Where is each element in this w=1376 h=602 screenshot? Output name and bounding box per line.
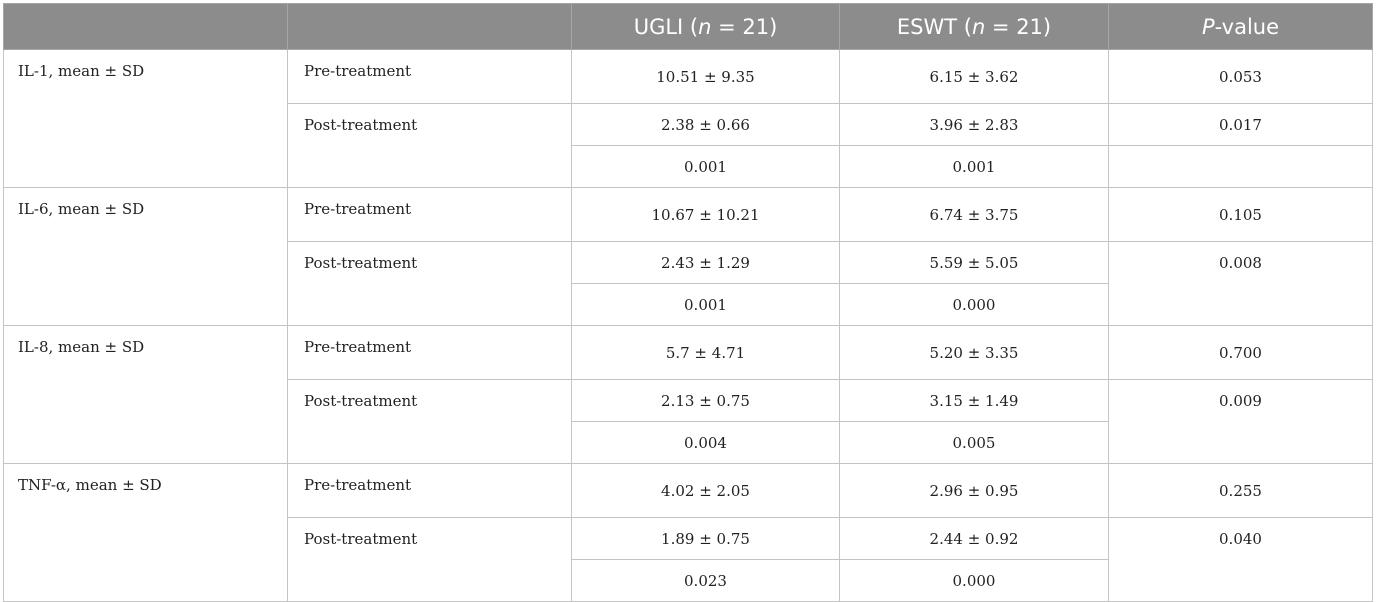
p-value: 0.040 <box>1108 517 1373 602</box>
table-body: IL-1, mean ± SD Pre-treatment 10.51 ± 9.… <box>3 49 1373 602</box>
header-blank-1 <box>3 3 288 50</box>
p-value: 0.009 <box>1108 379 1373 464</box>
ugli-within-p: 0.023 <box>571 559 840 602</box>
p-value: 0.700 <box>1108 325 1373 380</box>
ugli-within-p: 0.001 <box>571 283 840 326</box>
table-row: Post-treatment 2.38 ± 0.66 3.96 ± 2.83 0… <box>4 103 1373 188</box>
marker-label: TNF-α, mean ± SD <box>3 463 288 602</box>
ugli-value: 10.67 ± 10.21 <box>571 187 840 242</box>
table-row: IL-1, mean ± SD Pre-treatment 10.51 ± 9.… <box>3 49 1373 188</box>
header-ugli: UGLI (n = 21) <box>571 3 840 50</box>
header-ugli-suffix: = 21) <box>711 14 778 39</box>
period-label: Pre-treatment <box>287 187 572 242</box>
ugli-value: 1.89 ± 0.75 <box>571 517 840 560</box>
header-ugli-prefix: UGLI ( <box>633 14 699 39</box>
p-value: 0.053 <box>1108 49 1373 104</box>
eswt-within-p: 0.005 <box>839 421 1109 464</box>
eswt-value: 3.15 ± 1.49 <box>839 379 1109 422</box>
marker-label: IL-8, mean ± SD <box>3 325 288 464</box>
ugli-value: 2.38 ± 0.66 <box>571 103 840 146</box>
eswt-within-p: 0.000 <box>839 283 1109 326</box>
marker-label: IL-1, mean ± SD <box>3 49 288 188</box>
eswt-value: 6.74 ± 3.75 <box>839 187 1109 242</box>
marker-label: IL-6, mean ± SD <box>3 187 288 326</box>
eswt-value: 2.96 ± 0.95 <box>839 463 1109 518</box>
period-label: Post-treatment <box>287 241 572 326</box>
table-row: 0.001 0.000 <box>4 283 1373 326</box>
table-row: Post-treatment 2.13 ± 0.75 3.15 ± 1.49 0… <box>4 379 1373 464</box>
p-value: 0.008 <box>1108 241 1373 326</box>
header-pvalue: P-value <box>1108 3 1373 50</box>
header-eswt-suffix: = 21) <box>985 14 1052 39</box>
p-value: 0.105 <box>1108 187 1373 242</box>
period-label: Post-treatment <box>287 103 572 188</box>
eswt-value: 5.20 ± 3.35 <box>839 325 1109 380</box>
ugli-value: 2.43 ± 1.29 <box>571 241 840 284</box>
header-eswt-prefix: ESWT ( <box>896 14 972 39</box>
header-ugli-n: n <box>698 14 712 39</box>
eswt-value: 6.15 ± 3.62 <box>839 49 1109 104</box>
table-row: TNF-α, mean ± SD Pre-treatment 4.02 ± 2.… <box>3 463 1373 602</box>
header-eswt-n: n <box>971 14 986 39</box>
table-row: IL-8, mean ± SD Pre-treatment 5.7 ± 4.71… <box>3 325 1373 464</box>
results-table: UGLI (n = 21) ESWT (n = 21) P-value IL-1… <box>3 3 1373 602</box>
table-header: UGLI (n = 21) ESWT (n = 21) P-value <box>3 3 1373 50</box>
header-blank-2 <box>287 3 572 50</box>
ugli-value: 5.7 ± 4.71 <box>571 325 840 380</box>
p-value: 0.017 <box>1108 103 1373 146</box>
eswt-value: 3.96 ± 2.83 <box>839 103 1109 146</box>
p-value-empty <box>1108 145 1373 188</box>
period-label: Post-treatment <box>287 517 572 602</box>
ugli-within-p: 0.001 <box>571 145 840 188</box>
ugli-within-p: 0.004 <box>571 421 840 464</box>
eswt-within-p: 0.000 <box>839 559 1109 602</box>
table-row: IL-6, mean ± SD Pre-treatment 10.67 ± 10… <box>3 187 1373 326</box>
period-label: Post-treatment <box>287 379 572 464</box>
period-label: Pre-treatment <box>287 463 572 518</box>
ugli-value: 10.51 ± 9.35 <box>571 49 840 104</box>
eswt-value: 2.44 ± 0.92 <box>839 517 1109 560</box>
header-pvalue-p: P <box>1201 14 1215 39</box>
period-label: Pre-treatment <box>287 49 572 104</box>
table-row: 0.004 0.005 <box>4 421 1373 464</box>
eswt-value: 5.59 ± 5.05 <box>839 241 1109 284</box>
ugli-value: 4.02 ± 2.05 <box>571 463 840 518</box>
p-value: 0.255 <box>1108 463 1373 518</box>
eswt-within-p: 0.001 <box>839 145 1109 188</box>
header-row: UGLI (n = 21) ESWT (n = 21) P-value <box>3 3 1373 50</box>
ugli-value: 2.13 ± 0.75 <box>571 379 840 422</box>
table-row: 0.001 0.001 <box>4 145 1373 188</box>
header-pvalue-suffix: -value <box>1214 14 1280 39</box>
table-row: Post-treatment 2.43 ± 1.29 5.59 ± 5.05 0… <box>4 241 1373 326</box>
period-label: Pre-treatment <box>287 325 572 380</box>
header-eswt: ESWT (n = 21) <box>839 3 1109 50</box>
